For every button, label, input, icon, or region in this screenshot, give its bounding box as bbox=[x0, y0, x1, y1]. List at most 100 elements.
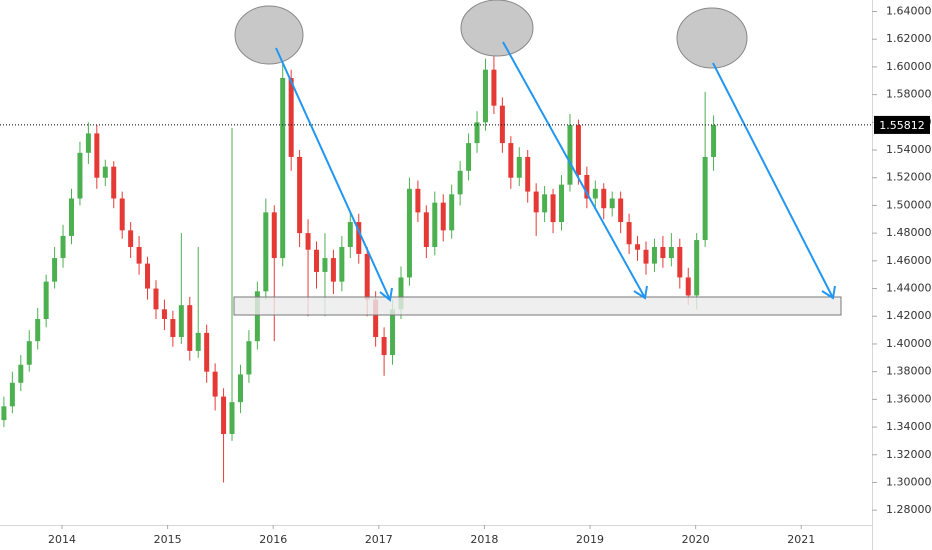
candle-body bbox=[195, 332, 201, 351]
candle-body bbox=[533, 191, 539, 213]
candle-body bbox=[347, 222, 353, 247]
candle-body bbox=[339, 246, 345, 282]
candle-body bbox=[153, 288, 159, 310]
candle-body bbox=[423, 212, 429, 247]
y-tick-label: 1.38000 bbox=[886, 365, 932, 378]
candle-body bbox=[364, 253, 370, 300]
candle-body bbox=[373, 299, 379, 338]
candle-body bbox=[643, 249, 649, 264]
candle-body bbox=[35, 319, 41, 342]
candle-body bbox=[668, 246, 674, 259]
candle-body bbox=[237, 374, 243, 403]
candle-body bbox=[1, 406, 7, 421]
candle-body bbox=[651, 246, 657, 264]
candle-body bbox=[457, 170, 463, 195]
x-tick-label: 2017 bbox=[365, 533, 393, 546]
candle-body bbox=[330, 258, 336, 282]
candle-body bbox=[77, 152, 83, 199]
annotations bbox=[233, 0, 842, 316]
x-tick-label: 2020 bbox=[682, 533, 710, 546]
candle-body bbox=[94, 133, 100, 178]
candle-body bbox=[26, 341, 32, 365]
candle-body bbox=[559, 184, 565, 223]
candle-body bbox=[702, 156, 708, 241]
candle-body bbox=[466, 143, 472, 171]
candle-body bbox=[415, 188, 421, 213]
y-tick-label: 1.62000 bbox=[886, 32, 932, 45]
candle-body bbox=[711, 125, 717, 157]
candle-body bbox=[618, 198, 624, 223]
support-zone bbox=[233, 296, 842, 316]
candle-body bbox=[119, 198, 125, 231]
candle-body bbox=[491, 69, 497, 106]
candle-body bbox=[440, 202, 446, 231]
x-tick-label: 2015 bbox=[154, 533, 182, 546]
candle-body bbox=[263, 212, 269, 292]
candle-body bbox=[43, 281, 49, 320]
candle-body bbox=[508, 143, 514, 178]
x-tick-label: 2014 bbox=[48, 533, 76, 546]
candle-body bbox=[9, 382, 15, 407]
candle-body bbox=[204, 332, 210, 372]
y-tick-label: 1.52000 bbox=[886, 171, 932, 184]
candle-body bbox=[60, 235, 66, 259]
candle-body bbox=[246, 341, 252, 375]
candle-body bbox=[128, 230, 134, 247]
candle-body bbox=[271, 212, 277, 259]
candle-body bbox=[254, 291, 260, 342]
arrow bbox=[275, 47, 393, 302]
candle-body bbox=[111, 166, 117, 199]
y-tick-label: 1.30000 bbox=[886, 475, 932, 488]
candle-body bbox=[288, 77, 294, 157]
candle-body bbox=[102, 166, 108, 178]
y-tick-label: 1.54000 bbox=[886, 143, 932, 156]
candle-body bbox=[609, 198, 615, 209]
candle-body bbox=[567, 125, 573, 185]
candle-body bbox=[145, 263, 151, 289]
candle-body bbox=[677, 246, 683, 278]
y-tick-label: 1.36000 bbox=[886, 392, 932, 405]
arrows bbox=[275, 41, 836, 302]
candle-body bbox=[432, 202, 438, 247]
candle-body bbox=[136, 246, 142, 264]
y-tick-label: 1.32000 bbox=[886, 448, 932, 461]
candle-body bbox=[68, 198, 74, 236]
candle-body bbox=[85, 133, 91, 153]
y-tick-label: 1.46000 bbox=[886, 254, 932, 267]
candle-body bbox=[356, 222, 362, 254]
candle-body bbox=[406, 188, 412, 278]
candle-body bbox=[305, 233, 311, 250]
candle-body bbox=[187, 305, 193, 351]
candle-body bbox=[178, 305, 184, 338]
y-tick-label: 1.42000 bbox=[886, 309, 932, 322]
candle-body bbox=[170, 319, 176, 338]
y-tick-label: 1.34000 bbox=[886, 420, 932, 433]
candle-body bbox=[601, 188, 607, 209]
candles bbox=[1, 43, 717, 483]
candle-body bbox=[592, 188, 598, 199]
y-tick-label: 1.40000 bbox=[886, 337, 932, 350]
candle-body bbox=[322, 258, 328, 272]
candle-body bbox=[660, 246, 666, 259]
candle-body bbox=[525, 156, 531, 192]
last-price-box bbox=[874, 115, 930, 134]
candle-body bbox=[575, 125, 581, 175]
x-tick-label: 2021 bbox=[787, 533, 815, 546]
y-tick-label: 1.64000 bbox=[886, 4, 932, 17]
x-tick-label: 2019 bbox=[576, 533, 604, 546]
candle-body bbox=[516, 156, 522, 178]
candle-body bbox=[635, 244, 641, 250]
arrow bbox=[502, 41, 648, 300]
top-ellipse bbox=[234, 5, 304, 65]
candle-body bbox=[482, 69, 488, 123]
candle-body bbox=[52, 258, 58, 282]
candle-body bbox=[18, 364, 24, 383]
top-ellipse bbox=[676, 7, 748, 69]
x-tick-label: 2016 bbox=[259, 533, 287, 546]
candle-body bbox=[449, 194, 455, 231]
candle-body bbox=[221, 396, 227, 434]
candle-body bbox=[398, 277, 404, 310]
y-tick-label: 1.44000 bbox=[886, 282, 932, 295]
